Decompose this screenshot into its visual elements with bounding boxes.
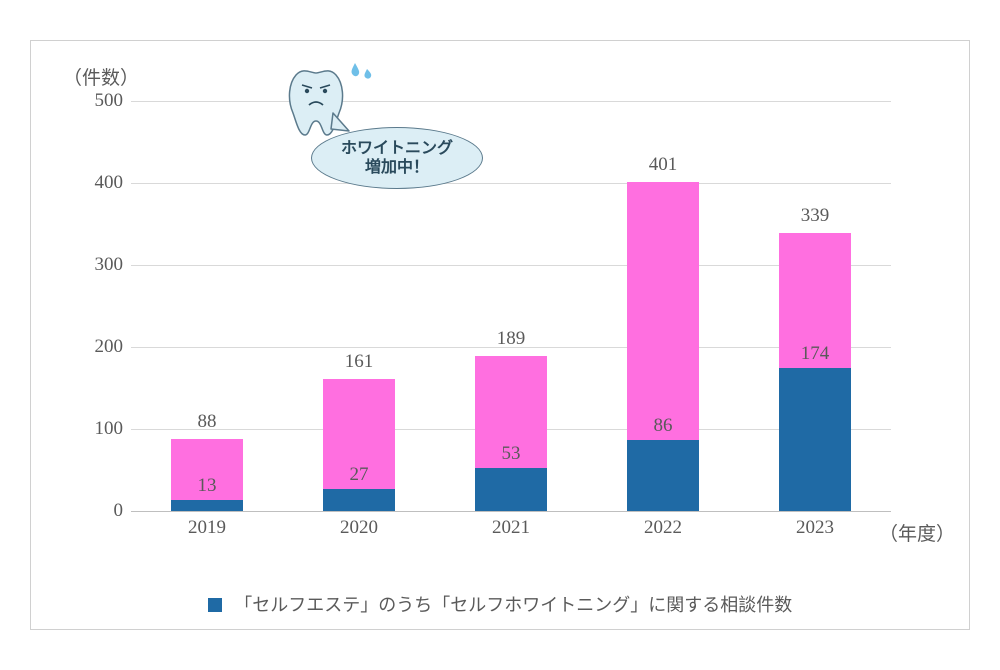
bar-lower-value: 86 [627, 415, 700, 437]
xtick-label: 2023 [796, 517, 834, 539]
bar-segment-lower [627, 440, 700, 511]
bar-lower-value: 53 [475, 443, 548, 465]
bar-group: 53189 [475, 356, 548, 511]
plot-area: 0100200300400500138820192716120205318920… [131, 101, 891, 511]
xtick-label: 2019 [188, 517, 226, 539]
y-axis-title: （件数） [63, 63, 139, 90]
speech-bubble-tail [329, 111, 357, 139]
ytick-label: 400 [95, 172, 124, 194]
bar-lower-value: 27 [323, 464, 396, 486]
gridline [131, 183, 891, 184]
bubble-line1: ホワイトニング [341, 140, 453, 157]
xtick-label: 2021 [492, 517, 530, 539]
bar-segment-lower [323, 489, 396, 511]
gridline [131, 101, 891, 102]
bar-segment-lower [475, 468, 548, 511]
x-axis-title: （年度） [879, 519, 955, 546]
chart-frame: （件数） 01002003004005001388201927161202053… [30, 40, 970, 630]
ytick-label: 500 [95, 90, 124, 112]
xtick-label: 2022 [644, 517, 682, 539]
bar-segment-lower [779, 368, 852, 511]
bar-total-value: 339 [779, 205, 852, 227]
bar-segment-upper [627, 182, 700, 440]
ytick-label: 0 [114, 500, 124, 522]
bar-lower-value: 174 [779, 343, 852, 365]
xtick-label: 2020 [340, 517, 378, 539]
legend-swatch [208, 598, 222, 612]
legend-text: 「セルフエステ」のうち「セルフホワイトニング」に関する相談件数 [234, 595, 792, 615]
bar-group: 174339 [779, 233, 852, 511]
ytick-label: 300 [95, 254, 124, 276]
bar-total-value: 189 [475, 328, 548, 350]
ytick-label: 200 [95, 336, 124, 358]
bar-total-value: 401 [627, 154, 700, 176]
legend: 「セルフエステ」のうち「セルフホワイトニング」に関する相談件数 [31, 591, 969, 617]
bar-lower-value: 13 [171, 475, 244, 497]
sweat-drop-icon [347, 59, 377, 89]
bar-segment-lower [171, 500, 244, 511]
bar-group: 27161 [323, 379, 396, 511]
ytick-label: 100 [95, 418, 124, 440]
bubble-line2: 増加中！ [365, 159, 429, 176]
bar-group: 86401 [627, 182, 700, 511]
bar-total-value: 161 [323, 351, 396, 373]
bar-total-value: 88 [171, 411, 244, 433]
gridline [131, 265, 891, 266]
gridline [131, 511, 891, 512]
bar-group: 1388 [171, 439, 244, 511]
